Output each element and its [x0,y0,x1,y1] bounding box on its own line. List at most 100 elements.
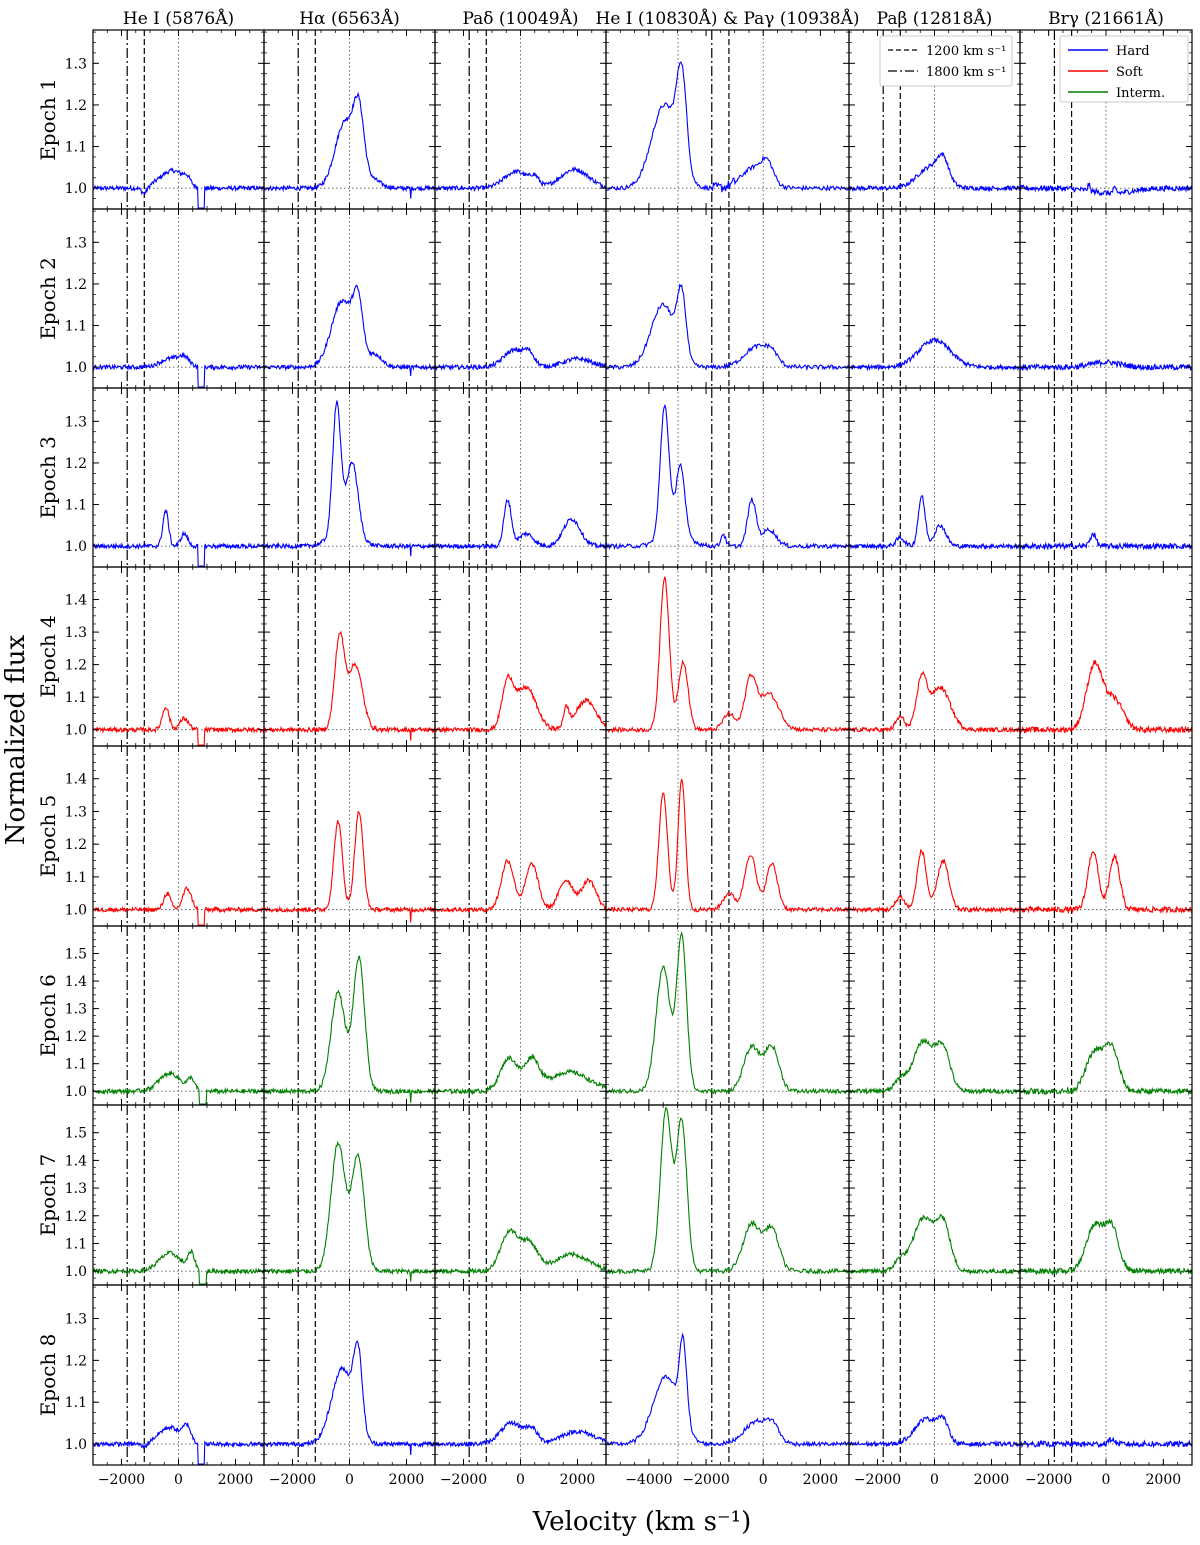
column-title: He I (10830Å) & Paγ (10938Å) [596,8,860,29]
y-tick-label: 1.3 [65,804,87,820]
x-tick-label: 2000 [560,1472,596,1488]
panel [848,208,1021,389]
panel [92,387,265,568]
panel [92,1284,265,1466]
spectrum-trace [605,283,850,372]
panel [605,29,850,210]
spectrum-trace [434,1419,606,1448]
spectrum-trace [434,166,607,193]
legend-interm-label: Interm. [1116,86,1165,101]
panel [605,1104,850,1286]
spectrum-trace [848,336,1021,372]
panel [848,745,1021,927]
panel [1019,745,1193,927]
spectrum-trace [605,930,850,1096]
panel-frame [605,1284,850,1466]
panel [434,1104,607,1286]
spectrum-trace [848,151,1021,193]
x-tick-label: −2000 [269,1472,316,1488]
y-tick-label: 1.2 [65,1353,87,1369]
y-tick-label: 1.2 [65,658,87,674]
panel-frame [605,1104,850,1286]
y-tick-label: 1.5 [65,1126,87,1142]
spectrum-trace [92,1422,265,1465]
spectrum-trace [605,1106,850,1276]
panel [1019,925,1193,1106]
row-label: Epoch 1 [36,78,60,161]
legend-soft-label: Soft [1116,65,1144,80]
spectrum-trace [434,673,607,734]
spectrum-trace [263,955,436,1103]
panel [605,1284,850,1466]
column-title: Paδ (10049Å) [462,8,578,29]
spectrum-trace [92,1248,265,1285]
x-tick-label: −2000 [98,1472,145,1488]
panel-frame [605,208,850,389]
panel-frame [605,566,850,747]
x-tick-labels: −2000 0 2000 −2000 0 2000 −2000 0 2000 −4000 −2000… [98,1472,1181,1488]
y-tick-label: 1.1 [65,1395,87,1411]
spectrum-trace [92,1069,265,1105]
x-tick-label: −4000 [625,1472,672,1488]
spectrum-trace [92,351,265,388]
legend-hard-label: Hard [1116,44,1150,59]
row-label: Epoch 2 [36,257,60,340]
y-tick-label: 1.3 [65,1311,87,1327]
y-tick-label: 1.1 [65,1236,87,1252]
panel [263,29,436,210]
y-tick-label: 1.4 [65,1153,87,1169]
y-tick-label: 1.0 [65,1264,87,1280]
y-tick-label: 1.3 [65,1002,87,1018]
x-tick-label: 2000 [974,1472,1010,1488]
panel [434,387,607,568]
y-tick-label: 1.2 [65,1209,87,1225]
column-titles: He I (5876Å) Hα (6563Å) Paδ (10049Å) He I (… [123,8,1164,29]
panel [263,387,436,568]
spectrum-trace [1019,1041,1193,1096]
panel [434,1284,607,1466]
spectrum-trace [849,1037,1021,1096]
panel [1019,1104,1193,1286]
panel [848,387,1021,568]
spectrum-trace [1019,1437,1193,1449]
spectrum-trace [1019,660,1193,735]
spectrum-trace [263,1140,436,1282]
column-title: Brγ (21661Å) [1048,8,1164,29]
spectrum-trace [848,1413,1021,1448]
panel [605,925,850,1106]
panel-grid [92,29,1193,1466]
y-tick-label: 1.3 [65,1181,87,1197]
panel [605,745,850,927]
y-tick-label: 1.2 [65,1029,87,1045]
spectrum-trace [92,167,265,209]
row-label: Epoch 3 [36,436,60,519]
panel [263,1104,436,1286]
panel [1019,387,1193,568]
panel-frame [605,925,850,1106]
panel [92,208,265,389]
row-label: Epoch 4 [36,615,60,698]
x-tick-label: 0 [759,1472,768,1488]
panel-frame [605,29,850,210]
y-tick-label: 1.0 [65,539,87,555]
y-tick-label: 1.0 [65,181,87,197]
spectrum-trace [1019,1217,1193,1276]
panel [848,1284,1021,1466]
row-label: Epoch 6 [36,974,60,1057]
spectrum-trace [434,345,607,372]
spectrum-trace [92,508,265,567]
panel [263,745,436,927]
y-tick-label: 1.2 [65,456,87,472]
panel [263,925,436,1106]
x-tick-label: 0 [345,1472,354,1488]
spectrum-trace [848,1213,1021,1276]
y-tick-label: 1.0 [65,1084,87,1100]
y-tick-label: 1.1 [65,319,87,335]
panel [434,29,607,210]
panel-frame [605,745,850,927]
x-tick-label: 0 [1102,1472,1111,1488]
spectrum-trace [848,849,1021,914]
x-tick-label: 2000 [1146,1472,1182,1488]
y-tick-label: 1.1 [65,870,87,886]
y-tick-label: 1.1 [65,140,87,156]
